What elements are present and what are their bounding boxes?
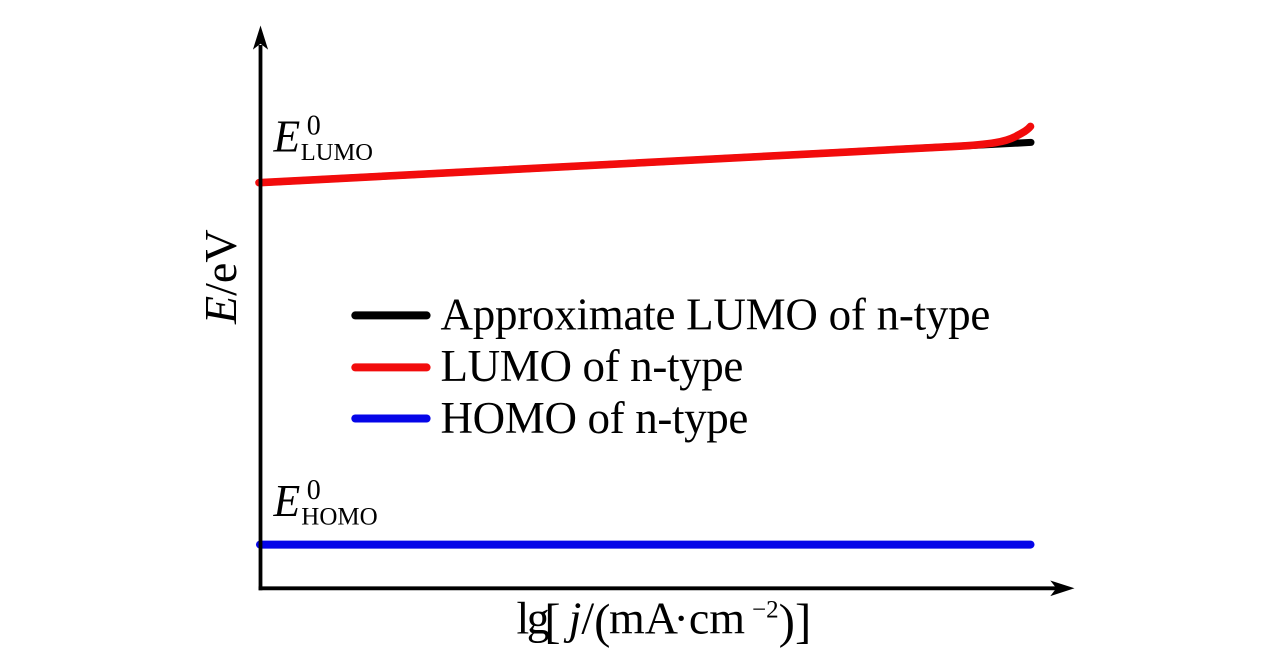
svg-text:LUMO: LUMO	[301, 139, 373, 166]
svg-text:HOMO: HOMO	[301, 504, 377, 531]
svg-text:0: 0	[307, 475, 321, 506]
svg-text:HOMO of n-type: HOMO of n-type	[441, 393, 749, 443]
svg-text:E: E	[273, 110, 301, 161]
svg-text:LUMO of n-type: LUMO of n-type	[441, 341, 744, 391]
svg-text:0: 0	[307, 111, 321, 142]
svg-text:E: E	[273, 475, 301, 526]
svg-text:Approximate LUMO of n-type: Approximate LUMO of n-type	[441, 290, 991, 340]
svg-text:E/eV: E/eV	[195, 229, 246, 325]
